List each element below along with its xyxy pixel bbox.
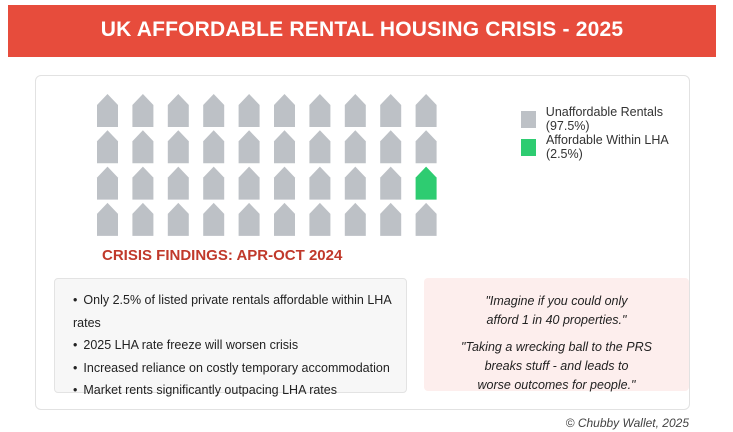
house-icon-unaffordable: [309, 202, 331, 236]
house-icon-unaffordable: [344, 130, 366, 164]
house-icon-unaffordable: [274, 202, 295, 236]
list-item: Market rents significantly outpacing LHA…: [73, 379, 406, 402]
house-pictogram: [97, 94, 437, 236]
house-icon-unaffordable: [97, 202, 118, 236]
house-icon-affordable: [415, 166, 437, 200]
legend-item-affordable: Affordable Within LHA (2.5%): [521, 133, 689, 161]
footer-credit: © Chubby Wallet, 2025: [565, 416, 689, 430]
legend-item-unaffordable: Unaffordable Rentals (97.5%): [521, 105, 689, 133]
legend-label: Unaffordable Rentals (97.5%): [545, 105, 664, 133]
house-icon-unaffordable: [167, 166, 189, 200]
house-icon-unaffordable: [97, 94, 118, 127]
quote-line: "Taking a wrecking ball to the PRS: [461, 340, 652, 354]
house-icon-unaffordable: [97, 130, 118, 164]
house-icon-unaffordable: [132, 202, 154, 236]
house-icon-unaffordable: [415, 202, 437, 236]
legend-swatch-affordable: [521, 138, 536, 156]
house-icon-unaffordable: [132, 94, 154, 127]
quote-line: afford 1 in 40 properties.": [486, 313, 627, 327]
house-icon-unaffordable: [344, 166, 366, 200]
quote-line: "Imagine if you could only: [485, 294, 628, 308]
house-icon-unaffordable: [203, 202, 225, 236]
house-icon-unaffordable: [274, 94, 295, 127]
house-icon-unaffordable: [415, 130, 437, 164]
house-icon-unaffordable: [167, 130, 189, 164]
findings-list: Only 2.5% of listed private rentals affo…: [55, 279, 406, 402]
house-icon-unaffordable: [380, 94, 402, 127]
list-item: Increased reliance on costly temporary a…: [73, 357, 406, 380]
house-icon-unaffordable: [344, 94, 366, 127]
quote-box: "Imagine if you could only afford 1 in 4…: [424, 278, 689, 392]
house-icon-unaffordable: [238, 166, 260, 200]
legend: Unaffordable Rentals (97.5%) Affordable …: [521, 105, 689, 166]
house-icon-unaffordable: [309, 166, 331, 200]
infographic-card: Unaffordable Rentals (97.5%) Affordable …: [35, 75, 690, 410]
house-icon-unaffordable: [380, 166, 402, 200]
house-icon-unaffordable: [344, 202, 366, 236]
legend-swatch-unaffordable: [521, 110, 536, 128]
findings-box: Only 2.5% of listed private rentals affo…: [54, 278, 407, 397]
house-icon-unaffordable: [132, 166, 154, 200]
house-icon-unaffordable: [380, 202, 402, 236]
quote-line: worse outcomes for people.": [477, 378, 636, 392]
list-item: 2025 LHA rate freeze will worsen crisis: [73, 334, 406, 357]
house-icon-unaffordable: [132, 130, 154, 164]
list-item: Only 2.5% of listed private rentals affo…: [73, 289, 406, 334]
house-icon-unaffordable: [309, 130, 331, 164]
house-icon-unaffordable: [203, 130, 225, 164]
house-icon-unaffordable: [167, 94, 189, 127]
legend-label: Affordable Within LHA (2.5%): [545, 133, 669, 161]
house-icon-unaffordable: [238, 202, 260, 236]
house-icon-unaffordable: [167, 202, 189, 236]
house-icon-unaffordable: [203, 94, 225, 127]
findings-title: CRISIS FINDINGS: APR-OCT 2024: [102, 247, 343, 264]
house-icon-unaffordable: [274, 130, 295, 164]
quote-2: "Taking a wrecking ball to the PRS break…: [424, 338, 689, 395]
house-icon-unaffordable: [380, 130, 402, 164]
house-icon-unaffordable: [309, 94, 331, 127]
house-icon-unaffordable: [274, 166, 295, 200]
page-title: UK AFFORDABLE RENTAL HOUSING CRISIS - 20…: [100, 18, 624, 41]
title-banner: UK AFFORDABLE RENTAL HOUSING CRISIS - 20…: [8, 5, 716, 57]
house-icon-unaffordable: [238, 94, 260, 127]
house-icon-unaffordable: [238, 130, 260, 164]
quote-1: "Imagine if you could only afford 1 in 4…: [424, 292, 689, 330]
quote-line: breaks stuff - and leads to: [484, 359, 629, 373]
house-icon-unaffordable: [415, 94, 437, 127]
house-icon-unaffordable: [203, 166, 225, 200]
house-icon-unaffordable: [97, 166, 118, 200]
